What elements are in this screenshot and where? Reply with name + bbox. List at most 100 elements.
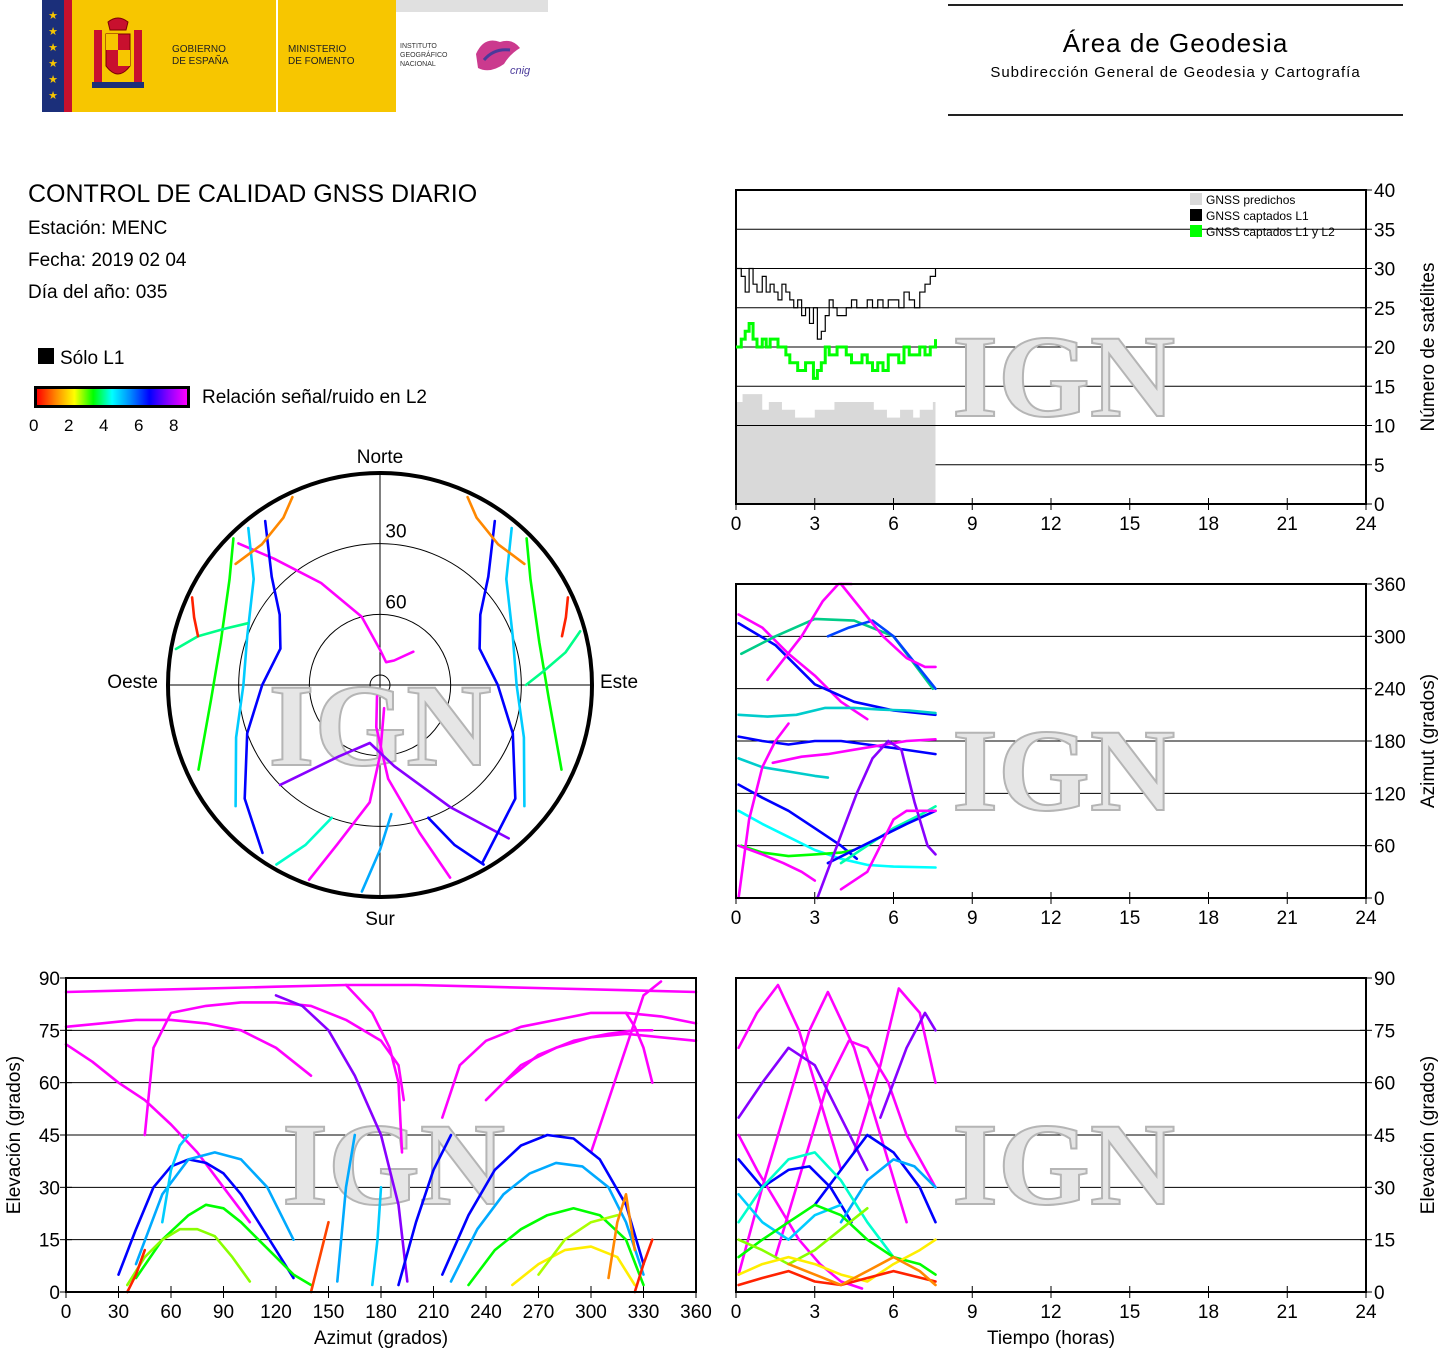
x-tick-label: 300 <box>575 1302 607 1323</box>
y-axis-label: Azimut (grados) <box>1418 674 1439 808</box>
satellite-track <box>397 1133 453 1287</box>
y-tick-label: 90 <box>1374 969 1395 990</box>
satellite-track <box>161 1133 190 1224</box>
x-tick-label: 240 <box>470 1302 502 1323</box>
satellite-track <box>737 613 869 721</box>
x-tick-label: 3 <box>809 1302 820 1323</box>
satellite-track <box>502 1029 654 1084</box>
skyplot-track <box>504 526 526 808</box>
satellite-track <box>737 1133 864 1290</box>
doy-label: Día del año: 035 <box>28 282 168 303</box>
x-axis-label: Azimut (grados) <box>314 1328 448 1349</box>
x-tick-label: 0 <box>61 1302 72 1323</box>
y-tick-label: 15 <box>1374 377 1395 398</box>
snr-tick: 4 <box>99 416 109 435</box>
satellite-track <box>126 1227 252 1287</box>
satellite-track <box>126 1248 147 1294</box>
x-tick-label: 210 <box>418 1302 450 1323</box>
legend-entry: GNSS captados L1 <box>1206 209 1309 223</box>
satellite-track <box>440 1133 645 1276</box>
x-tick-label: 3 <box>809 908 820 929</box>
instituto-text: INSTITUTO GEOGRÁFICO NACIONAL <box>400 43 448 68</box>
y-tick-label: 60 <box>1374 1074 1395 1095</box>
y-tick-label: 240 <box>1374 680 1406 701</box>
skyplot-track <box>374 695 452 879</box>
skyplot-track <box>234 495 294 566</box>
gobierno-text: GOBIERNO DE ESPAÑA <box>172 44 229 67</box>
x-tick-label: 9 <box>967 514 978 535</box>
satellite-track <box>737 722 790 900</box>
satellite-track <box>737 844 817 882</box>
satellite-track <box>771 737 937 765</box>
ministerio-text: MINISTERIO DE FOMENTO <box>288 44 355 67</box>
y-axis-label: Elevación (grados) <box>4 1056 25 1214</box>
satellite-track <box>143 1001 406 1137</box>
north-label: Norte <box>357 447 403 468</box>
satellite-track <box>739 844 856 858</box>
west-label: Oeste <box>107 672 158 693</box>
satellite-track <box>737 1151 895 1259</box>
y-tick-label: 10 <box>1374 417 1395 438</box>
skyplot-track <box>174 621 249 651</box>
satellite-track <box>737 1158 853 1224</box>
x-tick-label: 3 <box>809 514 820 535</box>
satellite-track <box>879 1011 937 1119</box>
spain-flag-stripe <box>64 0 72 112</box>
satellite-track <box>839 805 937 865</box>
l1-series-line <box>736 267 937 340</box>
y-tick-label: 40 <box>1374 181 1395 202</box>
x-tick-label: 18 <box>1198 1302 1219 1323</box>
legend-swatch <box>1190 193 1202 205</box>
satellite-track <box>633 1238 654 1294</box>
snr-tick: 0 <box>29 416 39 435</box>
satellite-track <box>64 983 698 994</box>
x-tick-label: 6 <box>888 1302 899 1323</box>
satellite-track <box>737 783 859 861</box>
skyplot-track <box>478 519 517 864</box>
y-tick-label: 120 <box>1374 784 1406 805</box>
solo-l1-swatch <box>38 348 54 364</box>
x-tick-label: 21 <box>1277 908 1298 929</box>
skyplot-track <box>275 816 334 866</box>
satellite-track <box>737 621 937 717</box>
report-title: CONTROL DE CALIDAD GNSS DIARIO <box>28 180 478 208</box>
x-tick-label: 21 <box>1277 1302 1298 1323</box>
satellite-track <box>467 1207 645 1287</box>
satellite-track <box>737 1238 937 1283</box>
y-tick-label: 5 <box>1374 456 1385 477</box>
snr-colorbar-label: Relación señal/ruido en L2 <box>202 387 427 408</box>
x-tick-label: 9 <box>967 908 978 929</box>
x-tick-label: 90 <box>213 1302 234 1323</box>
satellite-track <box>737 1203 937 1276</box>
satellite-track <box>737 990 908 1276</box>
x-tick-label: 12 <box>1040 908 1061 929</box>
x-tick-label: 9 <box>967 1302 978 1323</box>
chart-frame <box>735 977 1367 1293</box>
satellite-track <box>839 1158 937 1224</box>
satellite-track <box>134 1203 313 1287</box>
x-tick-label: 18 <box>1198 908 1219 929</box>
x-tick-label: 6 <box>888 514 899 535</box>
satellite-track <box>826 809 937 865</box>
satellite-track <box>839 582 937 669</box>
satellite-track <box>737 735 937 756</box>
y-tick-label: 60 <box>39 1074 60 1095</box>
satellite-track <box>816 739 937 900</box>
satellite-track <box>117 1158 295 1280</box>
y-tick-label: 30 <box>1374 1178 1395 1199</box>
x-tick-label: 30 <box>108 1302 129 1323</box>
y-tick-label: 60 <box>1374 837 1395 858</box>
cnig-logo-icon: cnig <box>476 40 531 77</box>
station-label: Estación: MENC <box>28 218 168 239</box>
satellite-track <box>737 1193 843 1241</box>
x-tick-label: 24 <box>1355 908 1377 929</box>
x-tick-label: 360 <box>680 1302 712 1323</box>
satellite-track <box>537 1213 619 1276</box>
x-tick-label: 12 <box>1040 1302 1061 1323</box>
area-subtitle: Subdirección General de Geodesia y Carto… <box>990 64 1361 81</box>
satellite-track <box>370 1186 383 1287</box>
x-tick-label: 21 <box>1277 514 1298 535</box>
x-tick-label: 180 <box>365 1302 397 1323</box>
